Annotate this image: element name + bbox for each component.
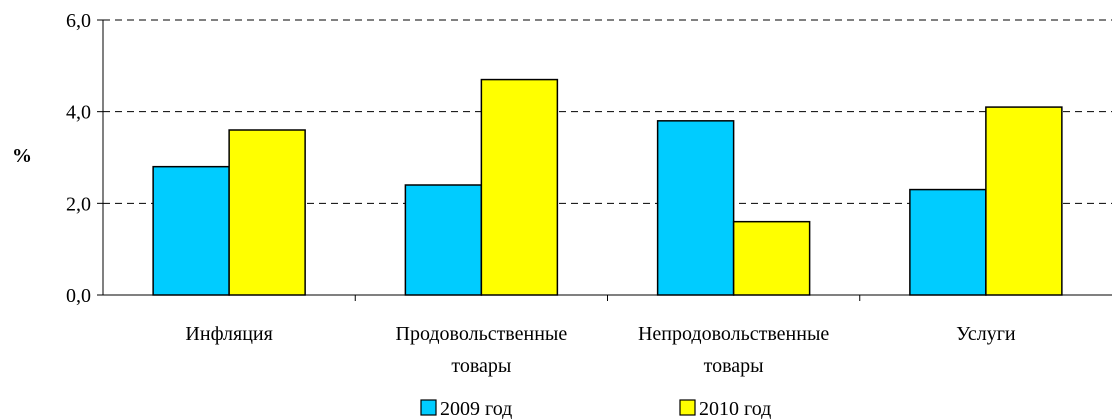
y-tick-label: 4,0 [66, 102, 91, 124]
y-axis: 0,0 2,0 4,0 6,0 [66, 10, 104, 307]
bar-series2 [480, 78, 559, 296]
x-tick-label: Инфляция [185, 323, 272, 345]
bar-series2 [985, 106, 1063, 296]
x-tick-label: Услуги [956, 323, 1016, 345]
bar-series1 [909, 188, 987, 296]
y-tick-label: 2,0 [66, 193, 91, 215]
y-axis-label: % [12, 145, 32, 167]
x-tick-label: товары [451, 355, 511, 377]
bars [152, 78, 1063, 296]
x-tick-label: Непродовольственные [638, 323, 829, 345]
legend-label: 2009 год [440, 398, 512, 419]
legend: 2009 год 2010 год [420, 398, 771, 419]
legend-swatch [420, 399, 437, 416]
bar-series1 [404, 184, 483, 296]
bar-series2 [732, 220, 811, 296]
bar-series1 [656, 120, 735, 296]
x-tick-label: Продовольственные [396, 323, 568, 345]
legend-label: 2010 год [699, 398, 771, 419]
bar-series2 [228, 129, 306, 296]
x-axis: Инфляция Продовольственные товары Непродово… [103, 294, 1112, 377]
x-tick-label: товары [704, 355, 764, 377]
y-tick-label: 6,0 [66, 10, 91, 32]
legend-swatch [679, 399, 696, 416]
y-tick-label: 0,0 [66, 285, 91, 307]
bar-series1 [152, 165, 230, 296]
